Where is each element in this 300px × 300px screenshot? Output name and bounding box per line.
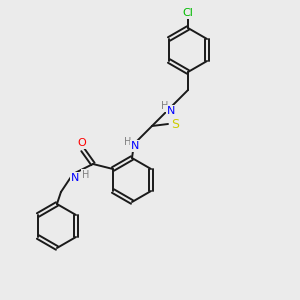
Text: H: H	[82, 170, 90, 180]
Text: O: O	[78, 138, 86, 148]
Text: N: N	[131, 141, 139, 151]
Text: Cl: Cl	[183, 8, 194, 18]
Text: H: H	[124, 137, 132, 147]
Text: N: N	[71, 173, 79, 183]
Text: H: H	[161, 101, 169, 111]
Text: S: S	[171, 118, 179, 130]
Text: N: N	[167, 106, 175, 116]
